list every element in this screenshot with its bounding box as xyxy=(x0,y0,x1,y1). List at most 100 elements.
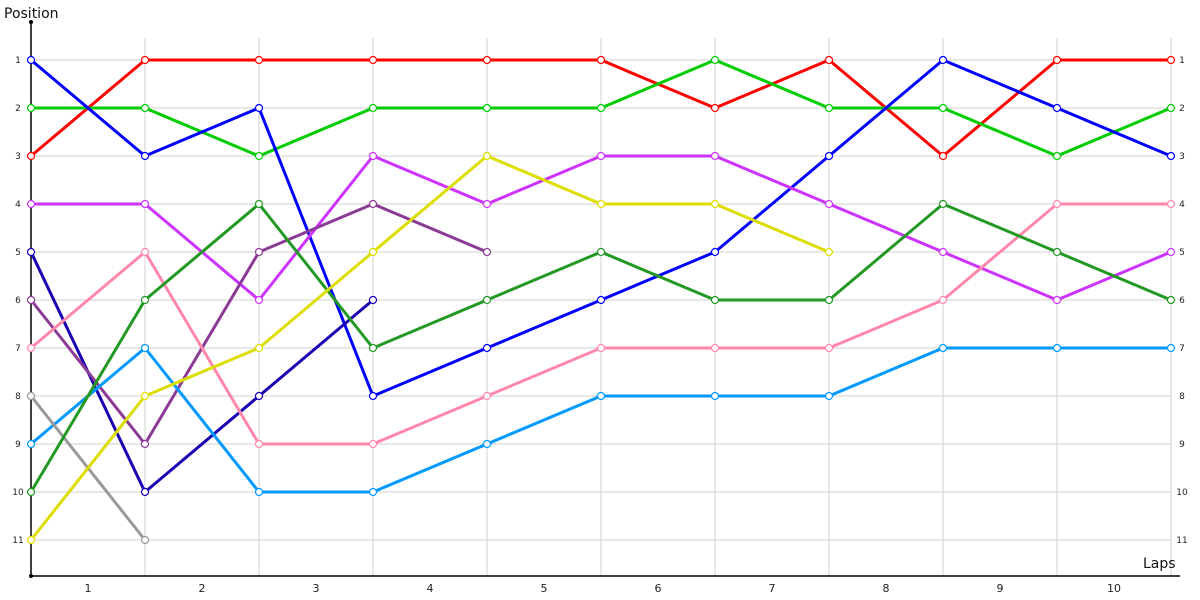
data-point-7 xyxy=(938,343,948,353)
data-point-3 xyxy=(824,199,834,209)
data-point-9 xyxy=(824,295,834,305)
y-tick-label-right: 2 xyxy=(1179,104,1185,114)
y-tick-label: 10 xyxy=(12,488,24,498)
x-tick-label: 10 xyxy=(1107,582,1121,595)
y-tick-label: 11 xyxy=(12,536,23,546)
y-tick-label: 1 xyxy=(15,56,21,66)
data-point-5 xyxy=(368,199,378,209)
data-point-8 xyxy=(26,391,36,401)
data-point-3 xyxy=(1052,295,1062,305)
data-point-0 xyxy=(368,55,378,65)
data-point-9 xyxy=(596,247,606,257)
data-point-2 xyxy=(938,55,948,65)
data-point-6 xyxy=(368,439,378,449)
data-point-9 xyxy=(710,295,720,305)
data-point-3 xyxy=(482,199,492,209)
data-point-9 xyxy=(482,295,492,305)
y-axis-end xyxy=(29,20,33,24)
data-point-3 xyxy=(26,199,36,209)
data-point-4 xyxy=(140,487,150,497)
data-point-0 xyxy=(482,55,492,65)
data-point-9 xyxy=(26,487,36,497)
data-point-6 xyxy=(710,343,720,353)
data-point-0 xyxy=(254,55,264,65)
y-tick-label: 8 xyxy=(15,392,21,402)
x-tick-label: 9 xyxy=(997,582,1004,595)
data-point-1 xyxy=(482,103,492,113)
data-point-10 xyxy=(26,535,36,545)
x-tick-label: 3 xyxy=(313,582,320,595)
data-point-10 xyxy=(368,247,378,257)
data-point-4 xyxy=(254,391,264,401)
data-point-9 xyxy=(254,199,264,209)
data-point-7 xyxy=(26,439,36,449)
data-point-4 xyxy=(368,295,378,305)
data-point-0 xyxy=(938,151,948,161)
data-point-3 xyxy=(368,151,378,161)
data-point-6 xyxy=(482,391,492,401)
y-tick-label: 4 xyxy=(15,200,21,210)
data-point-9 xyxy=(1052,247,1062,257)
data-point-6 xyxy=(26,343,36,353)
data-point-7 xyxy=(1052,343,1062,353)
data-point-9 xyxy=(938,199,948,209)
y-tick-label-right: 7 xyxy=(1179,344,1185,354)
data-point-2 xyxy=(1166,151,1176,161)
data-point-1 xyxy=(26,103,36,113)
data-point-0 xyxy=(1166,55,1176,65)
data-point-7 xyxy=(596,391,606,401)
y-tick-label-right: 9 xyxy=(1179,440,1185,450)
data-point-2 xyxy=(26,55,36,65)
data-point-1 xyxy=(938,103,948,113)
data-point-1 xyxy=(1166,103,1176,113)
data-point-3 xyxy=(140,199,150,209)
data-point-3 xyxy=(596,151,606,161)
data-point-2 xyxy=(710,247,720,257)
data-point-2 xyxy=(368,391,378,401)
data-point-1 xyxy=(596,103,606,113)
x-tick-label: 4 xyxy=(427,582,434,595)
data-point-0 xyxy=(140,55,150,65)
data-point-7 xyxy=(710,391,720,401)
data-point-7 xyxy=(140,343,150,353)
y-tick-label-right: 8 xyxy=(1179,392,1185,402)
data-point-7 xyxy=(824,391,834,401)
data-point-2 xyxy=(1052,103,1062,113)
y-tick-label: 5 xyxy=(15,248,21,258)
axis-origin xyxy=(29,574,33,578)
y-tick-label: 7 xyxy=(15,344,21,354)
data-point-1 xyxy=(140,103,150,113)
data-point-1 xyxy=(1052,151,1062,161)
data-point-7 xyxy=(368,487,378,497)
data-point-6 xyxy=(140,247,150,257)
data-point-3 xyxy=(710,151,720,161)
y-tick-label-right: 10 xyxy=(1176,488,1188,498)
data-point-6 xyxy=(938,295,948,305)
data-point-7 xyxy=(482,439,492,449)
data-point-5 xyxy=(482,247,492,257)
data-point-8 xyxy=(140,535,150,545)
data-point-9 xyxy=(368,343,378,353)
data-point-7 xyxy=(1166,343,1176,353)
data-point-6 xyxy=(596,343,606,353)
data-point-6 xyxy=(1166,199,1176,209)
x-tick-label: 1 xyxy=(85,582,92,595)
x-tick-label: 8 xyxy=(883,582,890,595)
data-point-0 xyxy=(26,151,36,161)
y-tick-label-right: 11 xyxy=(1176,536,1187,546)
data-point-1 xyxy=(824,103,834,113)
y-tick-label: 6 xyxy=(15,296,21,306)
data-point-5 xyxy=(254,247,264,257)
y-tick-label-right: 6 xyxy=(1179,296,1185,306)
y-axis-label: Position xyxy=(4,6,59,22)
data-point-3 xyxy=(254,295,264,305)
data-point-0 xyxy=(1052,55,1062,65)
y-tick-label-right: 3 xyxy=(1179,152,1185,162)
data-point-10 xyxy=(596,199,606,209)
data-point-7 xyxy=(254,487,264,497)
data-point-4 xyxy=(26,247,36,257)
data-point-10 xyxy=(140,391,150,401)
data-point-3 xyxy=(1166,247,1176,257)
